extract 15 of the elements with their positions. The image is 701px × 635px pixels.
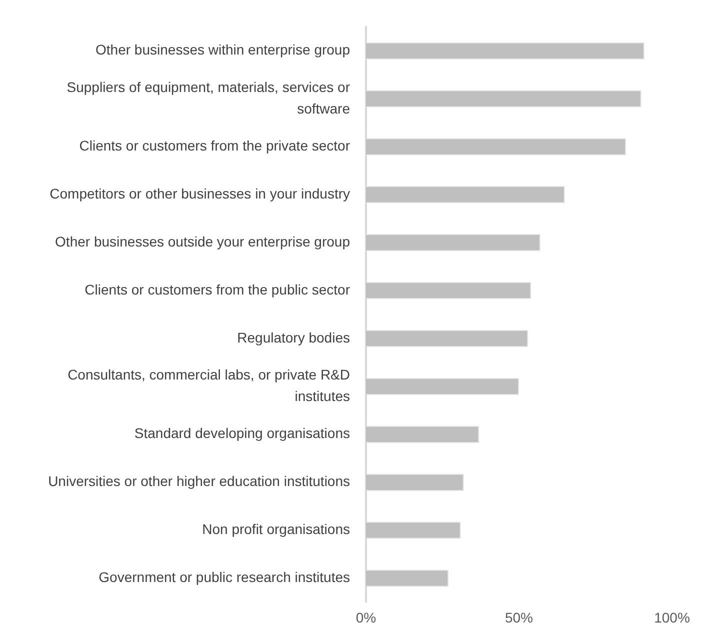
y-tick-label: Competitors or other businesses in your industry <box>50 186 350 202</box>
y-tick-label: Clients or customers from the private sector <box>79 138 350 154</box>
y-tick-label: Consultants, commercial labs, or private R&D institutes <box>68 366 350 404</box>
y-tick-label: Non profit organisations <box>202 521 350 538</box>
y-tick-label: Universities or other higher education institutions <box>48 473 350 490</box>
y-tick-label: Suppliers of equipment, materials, services or software <box>66 78 350 116</box>
y-tick-label: Standard developing organisations <box>134 425 350 442</box>
x-tick-label: 0% <box>356 609 376 626</box>
x-tick-label: 100% <box>654 609 690 626</box>
y-tick-label: Regulatory bodies <box>237 329 350 346</box>
x-tick-label: 50% <box>504 609 534 626</box>
y-tick-label: Other businesses within enterprise group <box>96 42 350 58</box>
y-tick-label: Clients or customers from the public sector <box>84 281 350 298</box>
y-tick-label: Government or public research institutes <box>98 569 350 586</box>
y-tick-label: Other businesses outside your enterprise group <box>55 233 350 250</box>
